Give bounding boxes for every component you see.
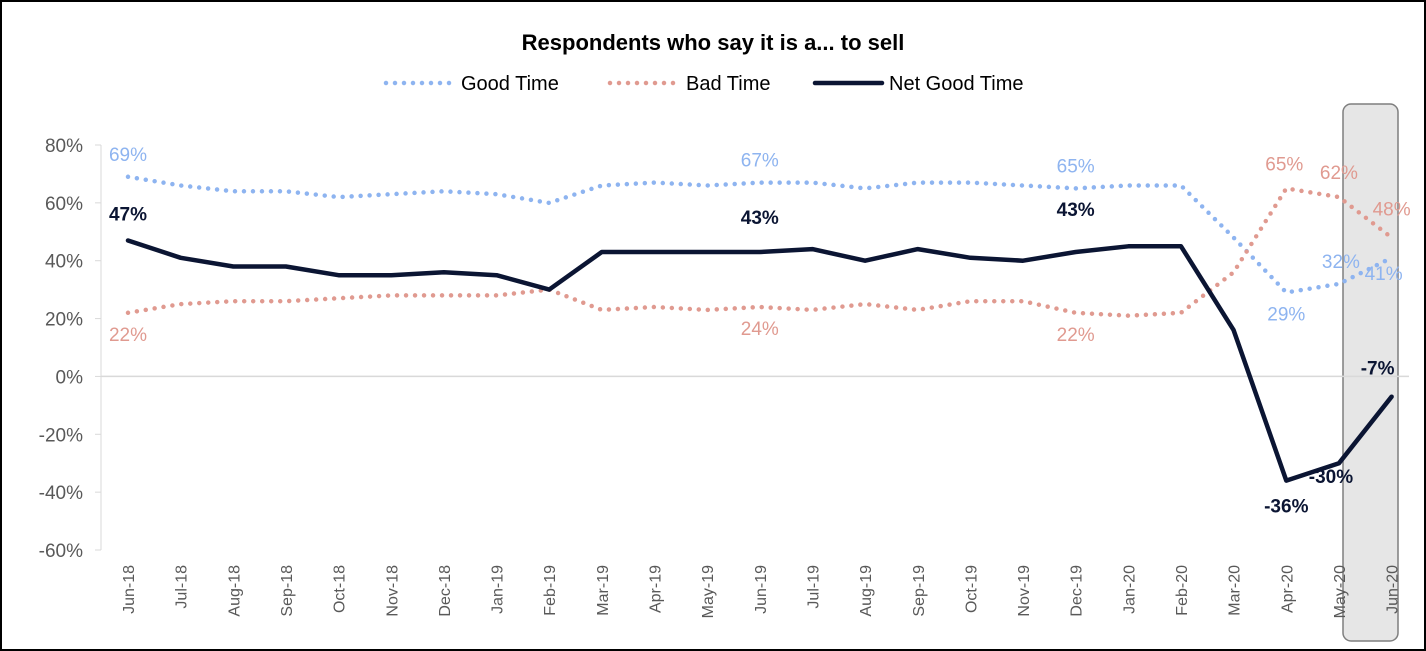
legend-label-bad-time: Bad Time: [686, 73, 770, 95]
data-label-good-time: 69%: [109, 145, 147, 166]
data-label-net-good-time: 43%: [1057, 200, 1095, 221]
x-tick-label: Jul-18: [174, 565, 191, 609]
series-line-bad-time: [125, 186, 1394, 318]
series-line-good-time: [125, 174, 1394, 295]
x-tick-label: Jan-20: [1121, 565, 1138, 614]
data-label-good-time: 29%: [1267, 305, 1305, 326]
y-tick-label: 40%: [45, 252, 83, 273]
x-tick-label: Dec-18: [437, 565, 454, 617]
x-tick-label: May-20: [1332, 565, 1349, 618]
legend-label-net-good-time: Net Good Time: [889, 73, 1024, 95]
x-tick-label: Mar-19: [595, 565, 612, 616]
series-line-net-good-time: [125, 238, 1394, 483]
axes: 80% 60% 40% 20% 0% -20% -40% -60% Jun-18 Jul-18 Au…: [39, 136, 1409, 618]
y-tick-label: 20%: [45, 310, 83, 331]
x-tick-label: Jan-19: [490, 565, 507, 614]
y-tick-label: -20%: [39, 425, 83, 446]
data-label-good-time: 41%: [1365, 264, 1403, 285]
data-label-good-time: 67%: [741, 151, 779, 172]
x-tick-label: Mar-20: [1227, 565, 1244, 616]
x-tick-label: Aug-19: [858, 565, 875, 617]
x-tick-label: Nov-18: [384, 565, 401, 617]
x-tick-label: May-19: [700, 565, 717, 618]
y-tick-label: 0%: [56, 367, 84, 388]
x-tick-label: Dec-19: [1069, 565, 1086, 617]
x-tick-label: Oct-18: [332, 565, 349, 613]
x-tick-label: Jun-18: [121, 565, 138, 614]
x-tick-label: Feb-20: [1174, 565, 1191, 616]
x-tick-label: Nov-19: [1016, 565, 1033, 617]
data-label-good-time: 32%: [1322, 252, 1360, 273]
x-tick-label: Sep-19: [911, 565, 928, 617]
y-tick-label: -60%: [39, 541, 83, 562]
legend: Good Time Bad Time Net Good Time: [383, 73, 1024, 95]
y-tick-label: -40%: [39, 483, 83, 504]
data-label-net-good-time: -30%: [1309, 467, 1353, 488]
data-label-net-good-time: -7%: [1361, 359, 1395, 380]
x-tick-label: Feb-19: [542, 565, 559, 616]
chart-title: Respondents who say it is a... to sell: [522, 30, 905, 55]
data-label-bad-time: 48%: [1373, 200, 1411, 221]
legend-label-good-time: Good Time: [461, 73, 559, 95]
data-labels: 69% 67% 65% 29% 32%41% 22% 24% 22% 65% 62% 48% 47% 4…: [109, 145, 1411, 518]
x-tick-label: Oct-19: [963, 565, 980, 613]
data-label-net-good-time: -36%: [1264, 497, 1308, 518]
x-tick-label: Apr-19: [648, 565, 665, 613]
y-tick-label: 60%: [45, 194, 83, 215]
y-tick-label: 80%: [45, 136, 83, 157]
data-label-net-good-time: 43%: [741, 208, 779, 229]
data-label-bad-time: 24%: [741, 319, 779, 340]
x-tick-label: Jun-19: [753, 565, 770, 614]
series-layer: [125, 174, 1394, 483]
x-tick-label: Jul-19: [805, 565, 822, 609]
x-tick-label: Apr-20: [1279, 565, 1296, 613]
x-tick-label: Sep-18: [279, 565, 296, 617]
data-label-bad-time: 22%: [1057, 325, 1095, 346]
x-tick-label: Aug-18: [226, 565, 243, 617]
data-label-good-time: 65%: [1057, 156, 1095, 177]
data-label-bad-time: 62%: [1320, 163, 1358, 184]
x-tick-label: Jun-20: [1385, 565, 1402, 614]
data-label-bad-time: 22%: [109, 325, 147, 346]
highlight-box-jun-20: [1342, 103, 1399, 642]
data-label-net-good-time: 47%: [109, 204, 147, 225]
data-label-bad-time: 65%: [1265, 154, 1303, 175]
